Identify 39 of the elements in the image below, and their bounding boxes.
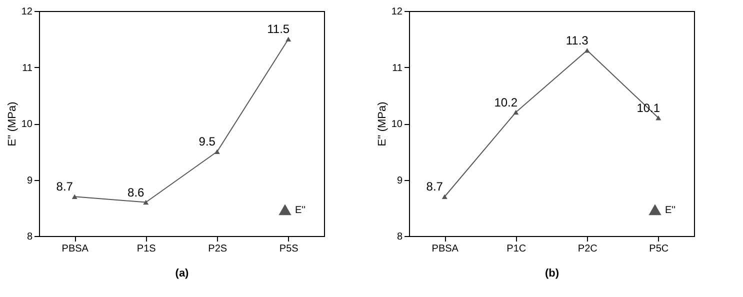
point [72, 194, 78, 199]
data-label: 11.3 [566, 33, 589, 48]
point [513, 110, 519, 115]
x-tick-label: P1C [506, 244, 526, 254]
x-tick-label: P1S [136, 244, 156, 254]
data-label: 10.2 [494, 95, 518, 110]
x-tick-label: P2S [208, 244, 228, 254]
data-label: 11.5 [267, 22, 290, 36]
legend-label: E'' [295, 205, 306, 216]
y-tick-label: 12 [391, 6, 403, 18]
y-tick-label: 10 [391, 119, 403, 130]
y-tick-label: 9 [396, 175, 403, 186]
y-axis-title: E'' (MPa) [376, 102, 388, 146]
data-label: 8.7 [426, 180, 444, 194]
y-axis-title: E'' (MPa) [6, 102, 18, 146]
data-label: 8.7 [56, 180, 74, 194]
x-tick-label: P5C [649, 244, 669, 254]
y-tick-label: 12 [21, 6, 33, 18]
point [286, 36, 292, 42]
y-tick-label: 8 [396, 232, 403, 242]
y-tick-label: 11 [392, 62, 403, 74]
x-tick-label: PBSA [432, 244, 459, 254]
data-label: 9.5 [198, 134, 216, 149]
x-tick-label: PBSA [62, 244, 89, 254]
point [656, 116, 662, 120]
x-tick-label: P5S [279, 244, 299, 254]
y-tick-label: 10 [21, 119, 33, 130]
point [442, 194, 448, 199]
legend-label: E'' [665, 205, 676, 216]
point [214, 149, 220, 154]
x-axis-title: (b) [544, 268, 560, 280]
y-tick-label: 9 [26, 175, 33, 186]
x-tick-label: P2C [578, 244, 598, 254]
x-axis-title: (a) [175, 268, 190, 280]
point [584, 48, 590, 53]
point [143, 200, 149, 205]
y-tick-label: 11 [22, 62, 33, 74]
y-tick-label: 8 [26, 232, 33, 242]
data-label: 8.6 [128, 185, 145, 200]
